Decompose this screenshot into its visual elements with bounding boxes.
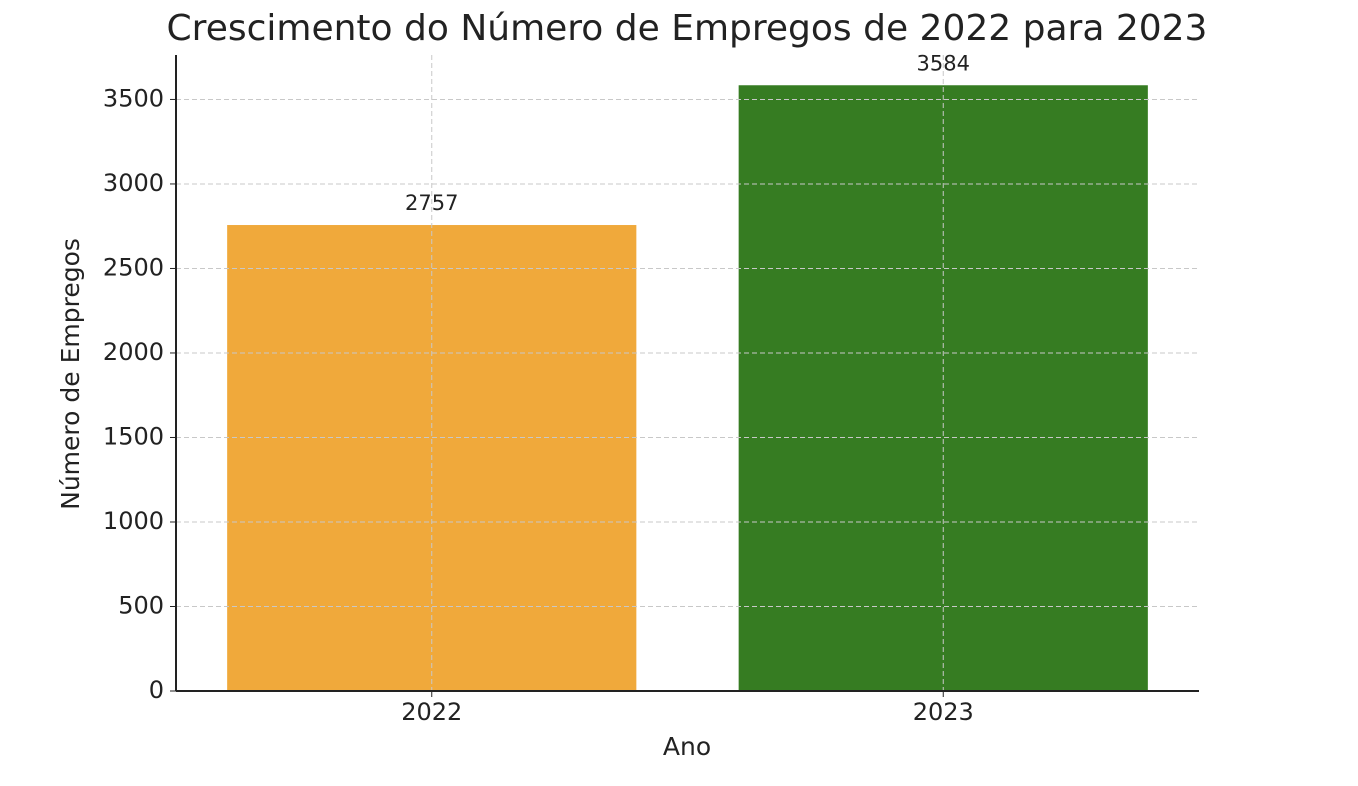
chart-title: Crescimento do Número de Empregos de 202… [167,8,1208,49]
y-tick-label: 3000 [103,169,164,197]
y-tick-label: 1500 [103,422,164,450]
x-axis-label: Ano [663,732,711,761]
y-tick-label: 2500 [103,253,164,281]
y-tick-label: 3500 [103,84,164,112]
y-tick-label: 2000 [103,338,164,366]
x-tick-label: 2022 [401,698,462,726]
x-tick-label: 2023 [913,698,974,726]
y-tick-label: 500 [118,591,164,619]
y-axis-label: Número de Empregos [56,238,85,510]
y-tick-label: 1000 [103,507,164,535]
y-tick-label: 0 [149,676,164,704]
